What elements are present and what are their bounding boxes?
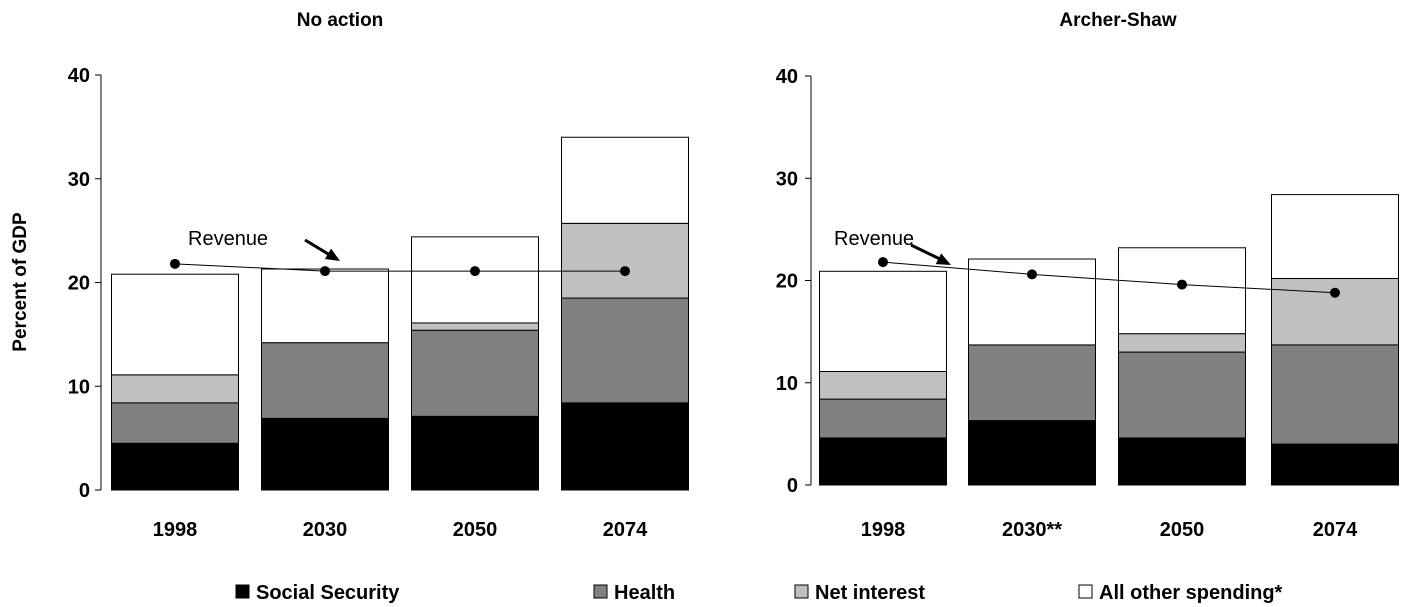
y-tick-label: 30 [776, 168, 798, 190]
bar-segment-all-other-spending [819, 270, 947, 373]
legend-swatch [1078, 584, 1093, 599]
bar-segment-social-security [819, 437, 947, 486]
legend-label: All other spending* [1099, 582, 1283, 604]
y-tick-label: 40 [776, 66, 798, 88]
y-tick-label: 0 [79, 480, 90, 502]
bar-segment-social-security [968, 420, 1096, 486]
chart-title: Archer-Shaw [1059, 10, 1176, 31]
bar-segment-net-interest [111, 374, 239, 404]
legend-swatch [794, 584, 809, 599]
revenue-arrow-head [324, 248, 340, 261]
revenue-point [1177, 279, 1187, 290]
bar-segment-social-security [1118, 437, 1246, 486]
x-tick-label: 2030** [1002, 519, 1062, 541]
revenue-line [882, 261, 1336, 294]
bar-segment-social-security [261, 417, 389, 491]
y-tick-label: 20 [776, 271, 798, 293]
revenue-point [620, 266, 630, 277]
x-tick-label: 1998 [861, 519, 906, 541]
y-tick-label: 30 [68, 169, 90, 191]
bar-segment-health [968, 344, 1096, 422]
legend-label: Health [614, 582, 675, 604]
bar-segment-net-interest [819, 371, 947, 400]
legend: Social Security Health Net interest All oth… [235, 582, 1283, 604]
bar-segment-social-security [111, 442, 239, 491]
bar-segment-social-security [561, 402, 689, 491]
y-tick-label: 10 [68, 376, 90, 398]
x-tick-label: 2074 [603, 519, 648, 541]
legend-label: Social Security [256, 582, 400, 604]
legend-item: Social Security [235, 582, 400, 604]
x-tick-label: 2030 [303, 519, 348, 541]
y-tick-label: 10 [776, 373, 798, 395]
bar-segment-health [561, 297, 689, 404]
bar-segment-all-other-spending [1271, 194, 1399, 279]
y-axis-label: Percent of GDP [10, 212, 31, 352]
bar-segment-net-interest [1118, 333, 1246, 353]
chart-panel-2: Archer-Shaw 0 10 20 30 40 1998 2030** 2050 2074 Re… [776, 10, 1399, 541]
x-tick-label: 1998 [153, 519, 198, 541]
bar-segment-health [1271, 344, 1399, 445]
bar-segment-social-security [411, 415, 539, 491]
bar-segment-all-other-spending [261, 268, 389, 344]
bar-segment-all-other-spending [1118, 247, 1246, 335]
revenue-point [170, 258, 180, 269]
legend-label: Net interest [815, 582, 925, 604]
x-tick-label: 2050 [1160, 519, 1205, 541]
revenue-arrow-head [935, 253, 951, 265]
revenue-point [1027, 269, 1037, 280]
bar-segment-health [411, 329, 539, 417]
bar-segment-net-interest [561, 222, 689, 299]
legend-swatch [235, 584, 250, 599]
legend-item: All other spending* [1078, 582, 1283, 604]
revenue-annotation: Revenue [834, 228, 914, 250]
y-tick-label: 20 [68, 273, 90, 295]
bar-segment-all-other-spending [411, 236, 539, 324]
bar-segment-social-security [1271, 443, 1399, 486]
bar-segment-net-interest [411, 322, 539, 331]
revenue-line [174, 263, 625, 272]
revenue-point [470, 266, 480, 277]
x-tick-label: 2050 [453, 519, 498, 541]
y-tick-label: 0 [787, 475, 798, 497]
bar-segment-all-other-spending [111, 273, 239, 376]
revenue-point [1330, 287, 1340, 298]
bar-segment-all-other-spending [561, 136, 689, 224]
revenue-point [878, 257, 888, 268]
bar-segment-health [261, 342, 389, 419]
x-tick-label: 2074 [1313, 519, 1358, 541]
revenue-annotation: Revenue [188, 228, 268, 250]
legend-swatch [593, 584, 608, 599]
bar-segment-health [111, 402, 239, 444]
legend-item: Net interest [794, 582, 925, 604]
bar-segment-health [819, 398, 947, 439]
revenue-point [320, 266, 330, 277]
chart-title: No action [297, 10, 384, 31]
legend-item: Health [593, 582, 675, 604]
y-tick-label: 40 [68, 65, 90, 87]
bar-segment-health [1118, 351, 1246, 439]
